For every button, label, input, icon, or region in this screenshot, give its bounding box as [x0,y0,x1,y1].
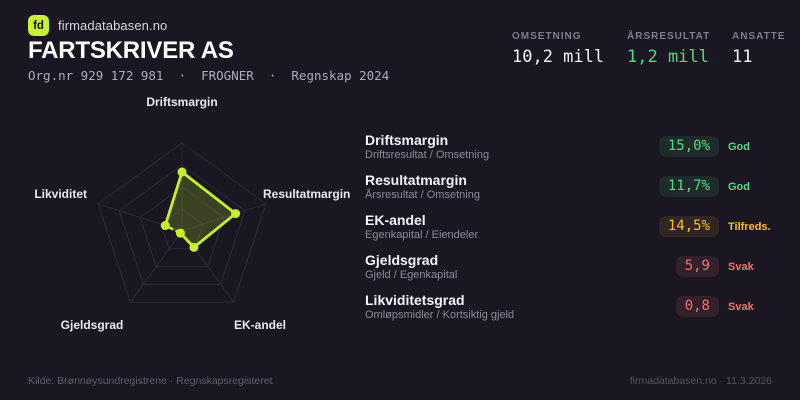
metric-formula: Driftsresultat / Omsetning [365,148,490,161]
metric-status-badge: Tilfreds. [728,220,771,233]
metric-row: Likviditetsgrad Omløpsmidler / Kortsikti… [365,291,772,322]
radar-grid-ring [139,186,225,268]
radar-axis-label-likviditet: Likviditet [34,187,87,201]
radar-data-point [189,242,199,252]
stat-value: 10,2 mill [512,47,605,67]
radar-axis-label-resultatmargin: Resultatmargin [263,187,351,201]
radar-data-edge [180,170,237,215]
metric-formula: Egenkapital / Eiendeler [365,228,479,241]
metric-value-pill: 15,0% [658,136,719,157]
radar-grid-spoke [181,203,266,232]
metric-status-badge: God [728,180,750,193]
stat-ansatte: ANSATTE 11 [732,31,785,67]
metric-name: Gjeldsgrad [365,251,439,268]
metric-formula: Årsresultat / Omsetning [365,188,480,201]
stat-omsetning: OMSETNING 10,2 mill [512,31,604,67]
metric-row: Driftsmargin Driftsresultat / Omsetning … [365,131,772,162]
stat-label: ANSATTE [732,31,786,42]
metric-value-pill: 0,8 [675,296,719,317]
site-name: firmadatabasen.no [58,18,168,33]
radar-grid-ring [118,164,246,285]
metric-value-pill: 11,7% [658,176,719,197]
stat-label: ÅRSRESULTAT [627,31,711,42]
metric-formula: Gjeld / Egenkapital [365,268,458,281]
radar-grid-spoke [129,230,183,303]
org-meta-line: Org.nr 929 172 981 · FROGNER · Regnskap … [28,68,390,83]
radar-data-point [177,167,187,177]
radar-data-point [175,228,185,238]
metric-name: Driftsmargin [365,131,449,148]
company-title: FARTSKRIVER AS [28,37,234,64]
radar-axis-label-ek-andel: EK-andel [233,318,286,332]
radar-data-edge [192,212,237,249]
radar-data-edge [163,170,184,227]
radar-axis-label-gjeldsgrad: Gjeldsgrad [60,318,124,332]
metric-row: Resultatmargin Årsresultat / Omsetning 1… [365,171,772,202]
radar-axis-label-driftsmargin: Driftsmargin [146,95,218,109]
brand-row: fd firmadatabasen.no [28,15,167,36]
radar-chart [97,142,267,303]
metric-name: EK-andel [365,211,426,228]
metric-status-badge: Svak [728,300,754,313]
metric-name: Resultatmargin [365,171,467,188]
stat-arsresultat: ÅRSRESULTAT 1,2 mill [627,31,710,67]
radar-data-area [165,172,236,248]
metric-row: EK-andel Egenkapital / Eiendeler 14,5% T… [365,211,772,242]
metric-value-pill: 14,5% [658,216,719,237]
site-date: firmadatabasen.no · 11.3.2026 [629,375,772,387]
stat-value: 11 [732,47,753,67]
metric-value-pill: 5,9 [675,256,719,277]
metric-name: Likviditetsgrad [365,291,465,308]
metrics-list: Driftsmargin Driftsresultat / Omsetning … [365,131,772,322]
radar-data-point [231,209,241,219]
stat-label: OMSETNING [512,31,582,42]
radar-data-point [160,221,170,231]
source-attribution: Kilde: Brønnøysundregistrene · Regnskaps… [28,375,273,387]
metric-row: Gjeldsgrad Gjeld / Egenkapital 5,9 Svak [365,251,772,282]
metric-status-badge: God [728,140,750,153]
metric-status-badge: Svak [728,260,754,273]
radar-grid-ring [97,142,267,303]
firmadatabasen-logo-icon: fd [28,15,49,36]
stat-value: 1,2 mill [627,47,709,67]
metric-formula: Omløpsmidler / Kortsiktig gjeld [365,308,515,321]
